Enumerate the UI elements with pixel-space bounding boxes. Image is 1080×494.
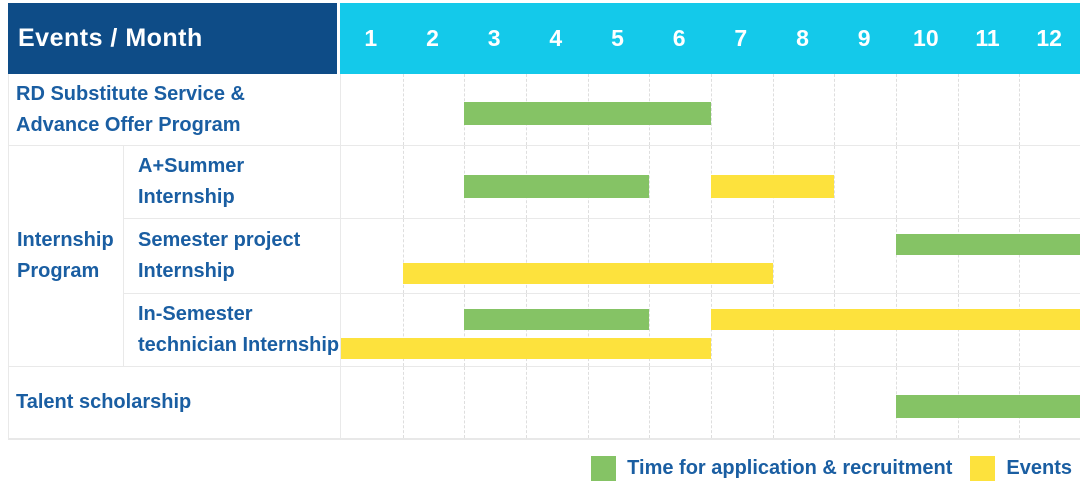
month-gridline	[1019, 294, 1021, 366]
month-gridline	[957, 219, 959, 293]
month-header-label: 4	[549, 25, 563, 51]
gantt-bar-application_recruitment	[896, 395, 1080, 418]
row-label-rd-substitute: RD Substitute Service & Advance Offer Pr…	[8, 74, 340, 145]
month-gridline	[711, 74, 712, 145]
month-gridline	[649, 367, 651, 438]
month-gridline	[1019, 219, 1021, 293]
month-gridline	[957, 146, 959, 218]
month-gridline	[772, 219, 774, 293]
gantt-bar-events	[341, 338, 711, 359]
legend-item-application-recruitment: Time for application & recruitment	[591, 456, 952, 481]
month-gridline	[957, 74, 959, 145]
legend-label-events: Events	[1006, 457, 1072, 479]
legend-item-events: Events	[970, 456, 1072, 481]
month-gridline	[464, 294, 466, 366]
month-gridline	[402, 219, 404, 293]
month-header-label: 5	[611, 25, 624, 51]
month-header-label: 6	[672, 25, 686, 51]
chart-cell-a-plus-summer	[340, 145, 1080, 218]
month-gridline	[711, 219, 712, 293]
month-gridline	[402, 146, 404, 218]
month-gridline	[649, 219, 651, 293]
month-gridline	[834, 294, 836, 366]
month-gridline	[896, 219, 897, 293]
table-header-events-month: Events / Month	[8, 3, 340, 74]
month-gridline	[711, 367, 712, 438]
month-header-label: 11	[975, 25, 1000, 51]
month-header-row: 1 2 3 4 5 6 7 8 9 10 11 12	[340, 3, 1080, 74]
gantt-bar-application_recruitment	[464, 309, 650, 330]
gantt-bar-application_recruitment	[896, 234, 1080, 255]
row-label-talent-scholarship: Talent scholarship	[8, 366, 340, 440]
chart-cell-talent-scholarship	[340, 366, 1080, 440]
month-header-label: 10	[913, 25, 939, 51]
month-gridline	[464, 219, 466, 293]
gantt-bar-events	[711, 174, 835, 198]
month-gridline	[772, 74, 774, 145]
chart-cell-in-semester-technician	[340, 293, 1080, 366]
row-label-semester-project: Semester project Internship	[123, 218, 340, 293]
month-gridline	[402, 74, 404, 145]
month-gridline	[587, 367, 589, 438]
row-label-a-plus-summer: A+Summer Internship	[123, 145, 340, 218]
month-gridline	[896, 146, 897, 218]
month-gridline	[896, 74, 897, 145]
month-header-label: 7	[734, 25, 748, 51]
month-gridline	[402, 294, 404, 366]
legend-label-application: Time for application & recruitment	[627, 457, 953, 479]
month-gridline	[834, 219, 836, 293]
month-gridline	[587, 294, 589, 366]
month-gridline	[896, 294, 897, 366]
month-gridline	[526, 367, 527, 438]
gantt-bar-events	[711, 309, 1080, 330]
month-header-label: 1	[364, 25, 378, 51]
month-gridline	[834, 367, 836, 438]
legend: Time for application & recruitment Event…	[591, 456, 1072, 481]
month-gridline	[834, 146, 836, 218]
month-header-label: 9	[857, 25, 871, 51]
row-label-in-semester-technician: In-Semester technician Internship	[123, 293, 340, 366]
legend-swatch-application-icon	[591, 456, 617, 481]
month-gridline	[1019, 146, 1021, 218]
gantt-bar-application_recruitment	[464, 174, 650, 198]
month-gridline	[772, 294, 774, 366]
chart-cell-semester-project	[340, 218, 1080, 293]
month-gridline	[587, 219, 589, 293]
month-gridline	[1019, 74, 1021, 145]
month-gridline	[772, 367, 774, 438]
month-header-label: 12	[1036, 25, 1062, 51]
month-gridline	[526, 294, 527, 366]
month-gridline	[711, 294, 712, 366]
gantt-table: Events / Month 1 2 3 4 5 6 7 8 9 10 11 12 RD Substi…	[8, 3, 1080, 440]
month-header-label: 8	[796, 25, 809, 51]
gantt-bar-events	[402, 263, 773, 284]
month-header-label: 3	[487, 25, 501, 51]
month-gridline	[402, 367, 404, 438]
month-gridline	[526, 219, 527, 293]
legend-swatch-events-icon	[970, 456, 996, 481]
month-gridline	[957, 294, 959, 366]
month-gridline	[649, 146, 651, 218]
group-label-internship-program: Internship Program	[8, 145, 123, 366]
month-gridline	[649, 294, 651, 366]
gantt-bar-application_recruitment	[464, 102, 711, 125]
month-gridline	[464, 367, 466, 438]
month-header-label: 2	[426, 25, 439, 51]
month-gridline	[834, 74, 836, 145]
chart-cell-rd-substitute	[340, 74, 1080, 145]
